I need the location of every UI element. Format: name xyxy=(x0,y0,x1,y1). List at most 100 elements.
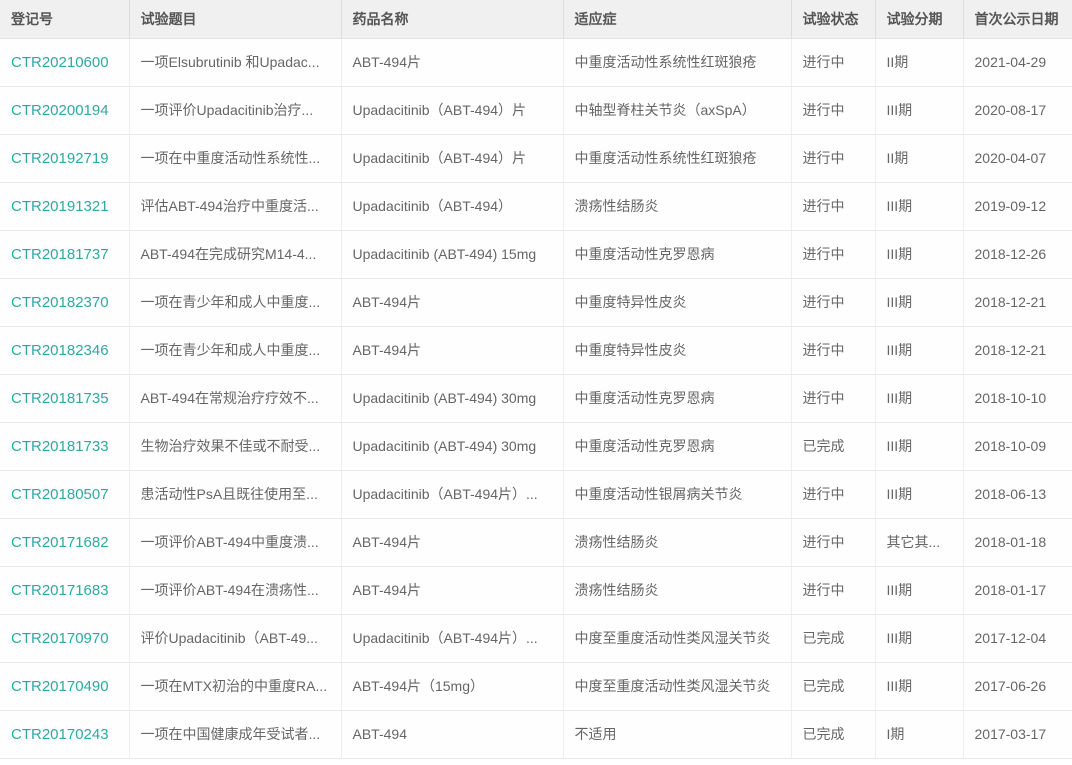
cell-phase: II期 xyxy=(875,38,964,87)
table-row: CTR20181737 ABT-494在完成研究M14-4... Upadaciti… xyxy=(0,230,1072,279)
cell-indication: 中重度活动性系统性红斑狼疮 xyxy=(563,38,792,87)
cell-status: 已完成 xyxy=(791,614,876,663)
cell-indication: 溃疡性结肠炎 xyxy=(563,566,792,615)
cell-first_publish_date: 2018-12-21 xyxy=(963,278,1072,327)
trial-link[interactable]: CTR20180507 xyxy=(11,485,109,503)
cell-first_publish_date: 2018-10-09 xyxy=(963,422,1072,471)
cell-drug: ABT-494片 xyxy=(341,278,564,327)
cell-title: 一项评价ABT-494中重度溃... xyxy=(129,518,342,567)
table-row: CTR20210600 一项Elsubrutinib 和Upadac... ABT-… xyxy=(0,38,1072,87)
cell-reg-no: CTR20180507 xyxy=(0,470,130,519)
trial-link[interactable]: CTR20210600 xyxy=(11,53,109,71)
cell-phase: III期 xyxy=(875,662,964,711)
cell-indication: 中重度特异性皮炎 xyxy=(563,278,792,327)
trial-link[interactable]: CTR20192719 xyxy=(11,149,109,167)
cell-title: 一项在中重度活动性系统性... xyxy=(129,134,342,183)
cell-reg-no: CTR20170970 xyxy=(0,614,130,663)
trial-link[interactable]: CTR20181737 xyxy=(11,245,109,263)
cell-drug: Upadacitinib（ABT-494片）... xyxy=(341,470,564,519)
table-row: CTR20170970 评价Upadacitinib（ABT-49... Upada… xyxy=(0,614,1072,663)
table-row: CTR20192719 一项在中重度活动性系统性... Upadacitinib（A… xyxy=(0,134,1072,183)
cell-reg-no: CTR20181735 xyxy=(0,374,130,423)
cell-drug: ABT-494片 xyxy=(341,518,564,567)
cell-indication: 中重度活动性克罗恩病 xyxy=(563,374,792,423)
cell-phase: 其它其... xyxy=(875,518,964,567)
cell-first_publish_date: 2020-04-07 xyxy=(963,134,1072,183)
cell-title: 一项Elsubrutinib 和Upadac... xyxy=(129,38,342,87)
table-row: CTR20191321 评估ABT-494治疗中重度活... Upadacitini… xyxy=(0,182,1072,231)
cell-reg-no: CTR20182370 xyxy=(0,278,130,327)
cell-first_publish_date: 2017-03-17 xyxy=(963,710,1072,759)
column-header-first_publish_date: 首次公示日期 xyxy=(963,0,1072,39)
trial-link[interactable]: CTR20171682 xyxy=(11,533,109,551)
table-row: CTR20170243 一项在中国健康成年受试者... ABT-494 不适用 已完成 I… xyxy=(0,710,1072,759)
cell-status: 进行中 xyxy=(791,86,876,135)
cell-phase: III期 xyxy=(875,422,964,471)
cell-reg-no: CTR20200194 xyxy=(0,86,130,135)
trial-link[interactable]: CTR20182346 xyxy=(11,341,109,359)
cell-reg-no: CTR20171682 xyxy=(0,518,130,567)
cell-title: 一项在青少年和成人中重度... xyxy=(129,278,342,327)
cell-reg-no: CTR20170490 xyxy=(0,662,130,711)
cell-status: 进行中 xyxy=(791,278,876,327)
trial-link[interactable]: CTR20182370 xyxy=(11,293,109,311)
column-header-reg_no: 登记号 xyxy=(0,0,130,39)
table-row: CTR20170490 一项在MTX初治的中重度RA... ABT-494片（15m… xyxy=(0,662,1072,711)
column-header-drug: 药品名称 xyxy=(341,0,564,39)
trial-link[interactable]: CTR20170970 xyxy=(11,629,109,647)
cell-status: 已完成 xyxy=(791,662,876,711)
cell-indication: 溃疡性结肠炎 xyxy=(563,182,792,231)
cell-title: ABT-494在完成研究M14-4... xyxy=(129,230,342,279)
trial-link[interactable]: CTR20191321 xyxy=(11,197,109,215)
trial-link[interactable]: CTR20181733 xyxy=(11,437,109,455)
cell-drug: Upadacitinib (ABT-494) 15mg xyxy=(341,230,564,279)
cell-indication: 中重度活动性克罗恩病 xyxy=(563,422,792,471)
cell-drug: Upadacitinib (ABT-494) 30mg xyxy=(341,422,564,471)
cell-first_publish_date: 2019-09-12 xyxy=(963,182,1072,231)
cell-first_publish_date: 2018-01-18 xyxy=(963,518,1072,567)
cell-phase: III期 xyxy=(875,326,964,375)
trial-link[interactable]: CTR20200194 xyxy=(11,101,109,119)
trial-link[interactable]: CTR20171683 xyxy=(11,581,109,599)
table-row: CTR20182370 一项在青少年和成人中重度... ABT-494片 中重度特异性… xyxy=(0,278,1072,327)
table-header: 登记号 试验题目 药品名称 适应症 试验状态 试验分期 首次公示日期 xyxy=(0,0,1072,39)
cell-drug: ABT-494片（15mg） xyxy=(341,662,564,711)
cell-status: 进行中 xyxy=(791,566,876,615)
cell-reg-no: CTR20181737 xyxy=(0,230,130,279)
cell-indication: 中重度活动性银屑病关节炎 xyxy=(563,470,792,519)
table-row: CTR20181735 ABT-494在常规治疗疗效不... Upadacitini… xyxy=(0,374,1072,423)
cell-reg-no: CTR20181733 xyxy=(0,422,130,471)
cell-phase: III期 xyxy=(875,614,964,663)
cell-status: 进行中 xyxy=(791,38,876,87)
column-header-phase: 试验分期 xyxy=(875,0,964,39)
table-row: CTR20181733 生物治疗效果不佳或不耐受... Upadacitinib (… xyxy=(0,422,1072,471)
cell-phase: III期 xyxy=(875,182,964,231)
table-row: CTR20200194 一项评价Upadacitinib治疗... Upadacit… xyxy=(0,86,1072,135)
cell-status: 进行中 xyxy=(791,518,876,567)
cell-phase: III期 xyxy=(875,470,964,519)
cell-reg-no: CTR20182346 xyxy=(0,326,130,375)
cell-reg-no: CTR20210600 xyxy=(0,38,130,87)
column-header-title: 试验题目 xyxy=(129,0,342,39)
cell-title: 一项在中国健康成年受试者... xyxy=(129,710,342,759)
cell-phase: III期 xyxy=(875,230,964,279)
trial-link[interactable]: CTR20170490 xyxy=(11,677,109,695)
cell-title: 一项评价ABT-494在溃疡性... xyxy=(129,566,342,615)
cell-first_publish_date: 2018-12-26 xyxy=(963,230,1072,279)
cell-title: ABT-494在常规治疗疗效不... xyxy=(129,374,342,423)
cell-phase: III期 xyxy=(875,374,964,423)
cell-reg-no: CTR20191321 xyxy=(0,182,130,231)
cell-reg-no: CTR20171683 xyxy=(0,566,130,615)
trial-link[interactable]: CTR20170243 xyxy=(11,725,109,743)
cell-indication: 中度至重度活动性类风湿关节炎 xyxy=(563,662,792,711)
cell-phase: III期 xyxy=(875,566,964,615)
table-row: CTR20171682 一项评价ABT-494中重度溃... ABT-494片 溃疡性… xyxy=(0,518,1072,567)
cell-status: 已完成 xyxy=(791,422,876,471)
cell-phase: III期 xyxy=(875,86,964,135)
cell-title: 一项在青少年和成人中重度... xyxy=(129,326,342,375)
cell-reg-no: CTR20192719 xyxy=(0,134,130,183)
cell-title: 生物治疗效果不佳或不耐受... xyxy=(129,422,342,471)
trial-link[interactable]: CTR20181735 xyxy=(11,389,109,407)
cell-first_publish_date: 2018-12-21 xyxy=(963,326,1072,375)
